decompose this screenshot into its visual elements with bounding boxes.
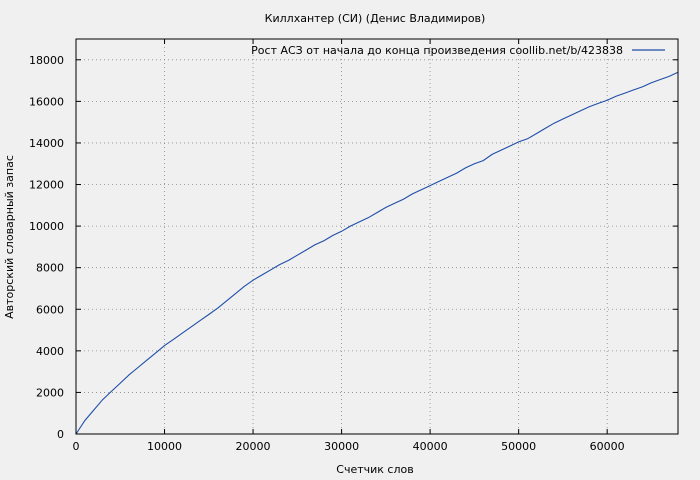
y-tick-label: 10000 — [29, 220, 64, 233]
y-tick-label: 16000 — [29, 95, 64, 108]
x-tick-label: 0 — [73, 440, 80, 453]
ticks: 0 10000 20000 30000 40000 50000 60000 0 2000 4000… — [29, 39, 678, 453]
x-tick-label: 60000 — [590, 440, 625, 453]
y-axis-label: Авторский словарный запас — [3, 155, 16, 319]
y-tick-label: 0 — [57, 428, 64, 441]
x-tick-label: 40000 — [413, 440, 448, 453]
x-tick-label: 20000 — [236, 440, 271, 453]
legend: Рост АСЗ от начала до конца произведения… — [251, 44, 665, 57]
chart-title: Киллхантер (СИ) (Денис Владимиров) — [265, 12, 486, 25]
series-layer — [75, 71, 679, 435]
series-line — [75, 71, 679, 435]
y-tick-label: 18000 — [29, 54, 64, 67]
y-tick-label: 4000 — [36, 345, 64, 358]
x-axis-label: Счетчик слов — [336, 463, 413, 476]
y-tick-label: 12000 — [29, 179, 64, 192]
y-tick-label: 6000 — [36, 303, 64, 316]
y-tick-label: 14000 — [29, 137, 64, 150]
grid — [76, 39, 678, 434]
y-tick-label: 2000 — [36, 386, 64, 399]
x-tick-label: 10000 — [147, 440, 182, 453]
legend-label: Рост АСЗ от начала до конца произведения… — [251, 44, 623, 57]
y-tick-label: 8000 — [36, 262, 64, 275]
plot-frame — [75, 38, 679, 435]
x-tick-label: 30000 — [324, 440, 359, 453]
x-tick-label: 50000 — [501, 440, 536, 453]
